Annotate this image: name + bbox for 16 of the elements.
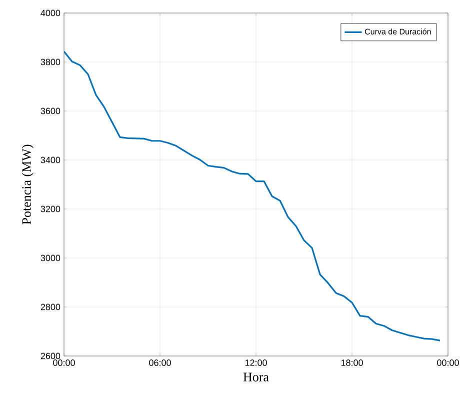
y-tick-label: 2600 [40, 352, 60, 360]
y-tick-label: 3600 [40, 108, 60, 114]
y-tick-label: 3800 [40, 58, 60, 66]
y-tick-label: 3000 [40, 254, 60, 262]
x-tick-label: 12:00 [245, 360, 267, 366]
x-tick-label: 00:00 [437, 360, 459, 366]
x-tick-label: 18:00 [341, 360, 363, 366]
x-tick-label: 00:00 [53, 360, 75, 366]
y-tick-label: 4000 [40, 10, 60, 16]
y-tick-label: 3400 [40, 156, 60, 164]
x-axis-title: Hora [243, 372, 269, 382]
y-tick-label: 3200 [40, 206, 60, 212]
legend-label: Curva de Duración [364, 28, 431, 34]
y-axis-title: Potencia (MW) [22, 144, 34, 224]
y-tick-label: 2800 [40, 304, 60, 310]
x-tick-label: 06:00 [149, 360, 171, 366]
